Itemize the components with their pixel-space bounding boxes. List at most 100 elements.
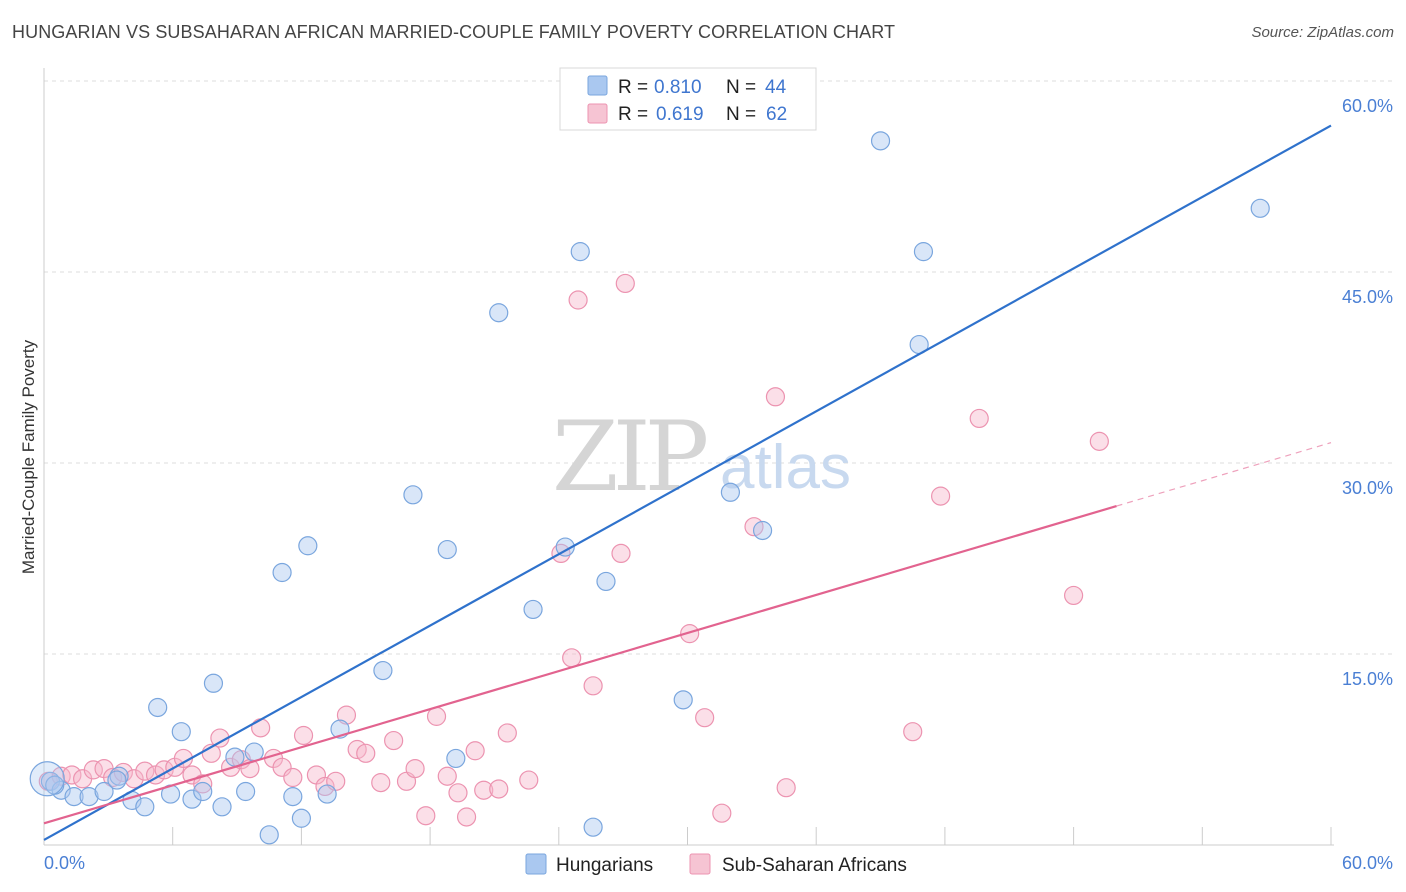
watermark-atlas: atlas xyxy=(720,433,851,502)
series-sub-saharan-points xyxy=(38,273,1109,827)
bottom-legend-swatch-hungarians xyxy=(525,853,547,875)
point-hungarian xyxy=(79,787,99,807)
y-tick-labels: 15.0% 30.0% 45.0% 60.0% xyxy=(1342,96,1393,689)
point-subsaharan xyxy=(695,708,715,728)
point-hungarian xyxy=(283,787,303,807)
point-subsaharan xyxy=(615,273,635,294)
point-hungarian xyxy=(1250,198,1270,218)
point-hungarian xyxy=(107,770,127,790)
point-hungarian xyxy=(272,562,292,583)
point-subsaharan xyxy=(124,769,144,789)
point-subsaharan xyxy=(519,770,539,790)
point-hungarian xyxy=(225,747,245,767)
trend-line-hungarians xyxy=(43,124,1332,841)
point-subsaharan xyxy=(931,486,951,506)
legend-n-value-hungarians: 44 xyxy=(765,77,787,98)
point-hungarian xyxy=(148,697,168,718)
point-hungarian xyxy=(135,797,155,817)
point-subsaharan xyxy=(583,676,603,696)
point-subsaharan xyxy=(293,725,314,746)
x-tick-label-min: 0.0% xyxy=(44,853,85,873)
point-hungarian xyxy=(489,303,509,323)
legend-n-label-2: N = xyxy=(726,104,756,125)
point-hungarian xyxy=(913,242,934,262)
x-axis-ticks xyxy=(172,827,1332,845)
bottom-legend-label-subsaharan: Sub-Saharan Africans xyxy=(722,855,907,876)
point-hungarian xyxy=(203,673,224,693)
bottom-legend-swatch-subsaharan xyxy=(689,853,711,875)
y-tick-label: 15.0% xyxy=(1342,669,1393,689)
point-subsaharan xyxy=(62,765,82,785)
point-subsaharan xyxy=(1089,431,1109,451)
point-hungarian xyxy=(212,797,232,817)
point-subsaharan xyxy=(903,722,923,742)
point-subsaharan xyxy=(336,705,357,725)
y-tick-label: 30.0% xyxy=(1342,478,1393,498)
legend-r-label-1: R = xyxy=(618,77,648,98)
point-subsaharan xyxy=(465,741,485,761)
watermark-zip: ZIP xyxy=(552,401,707,513)
point-subsaharan xyxy=(712,803,732,823)
point-subsaharan xyxy=(776,778,796,798)
legend-r-label-2: R = xyxy=(618,104,648,125)
trend-line-subsaharan-extension xyxy=(1116,442,1332,507)
point-subsaharan xyxy=(611,543,631,564)
point-hungarian xyxy=(673,690,693,710)
y-tick-label: 60.0% xyxy=(1342,96,1393,116)
point-subsaharan xyxy=(456,807,477,827)
point-hungarian xyxy=(236,781,256,802)
point-hungarian xyxy=(523,599,543,620)
point-hungarian xyxy=(94,781,114,802)
point-hungarian xyxy=(583,817,603,837)
point-hungarian xyxy=(570,242,590,262)
point-subsaharan xyxy=(384,730,404,751)
point-subsaharan xyxy=(489,779,509,799)
point-hungarian xyxy=(446,748,466,769)
legend-n-value-subsaharan: 62 xyxy=(766,104,787,125)
x-tick-label-max: 60.0% xyxy=(1342,853,1393,873)
point-subsaharan xyxy=(969,408,989,429)
legend-n-label-1: N = xyxy=(726,77,756,98)
point-cluster-origin xyxy=(29,761,65,797)
point-subsaharan xyxy=(416,806,436,826)
point-hungarian xyxy=(720,482,741,502)
point-subsaharan xyxy=(371,773,391,793)
point-subsaharan xyxy=(405,758,425,779)
legend-r-value-subsaharan: 0.619 xyxy=(656,104,704,125)
bottom-legend-label-hungarians: Hungarians xyxy=(556,855,653,876)
chart-title: HUNGARIAN VS SUBSAHARAN AFRICAN MARRIED-… xyxy=(12,22,896,42)
point-hungarian xyxy=(171,722,191,742)
bottom-legend: Hungarians Sub-Saharan Africans xyxy=(525,853,907,876)
point-subsaharan xyxy=(315,776,335,797)
point-subsaharan xyxy=(283,767,303,788)
source-credit: Source: ZipAtlas.com xyxy=(1251,24,1394,41)
point-subsaharan xyxy=(193,774,213,794)
legend-swatch-hungarians xyxy=(587,75,608,96)
gridlines xyxy=(44,80,1392,655)
point-subsaharan xyxy=(474,780,494,800)
point-subsaharan xyxy=(1063,585,1084,606)
point-hungarian xyxy=(193,781,213,802)
point-hungarian xyxy=(317,784,337,804)
point-hungarian xyxy=(870,131,891,151)
y-tick-label: 45.0% xyxy=(1342,287,1393,307)
point-hungarian xyxy=(291,808,311,828)
point-hungarian xyxy=(182,789,202,809)
point-hungarian xyxy=(752,520,773,541)
legend-box: R = 0.810 N = 44 R = 0.619 N = 62 xyxy=(559,67,817,131)
point-subsaharan xyxy=(356,743,376,763)
point-hungarian xyxy=(259,825,279,845)
point-subsaharan xyxy=(251,718,271,738)
legend-swatch-subsaharan xyxy=(587,103,608,124)
point-subsaharan xyxy=(568,290,588,310)
point-subsaharan xyxy=(497,723,517,743)
point-subsaharan xyxy=(135,761,155,781)
point-hungarian xyxy=(596,571,616,592)
point-hungarian xyxy=(555,537,575,557)
point-subsaharan xyxy=(448,783,468,803)
point-hungarian xyxy=(373,660,393,681)
legend-r-value-hungarians: 0.810 xyxy=(654,77,702,98)
series-hungarians-points xyxy=(29,131,1270,845)
trend-lines xyxy=(43,124,1332,841)
point-hungarian xyxy=(298,536,318,556)
